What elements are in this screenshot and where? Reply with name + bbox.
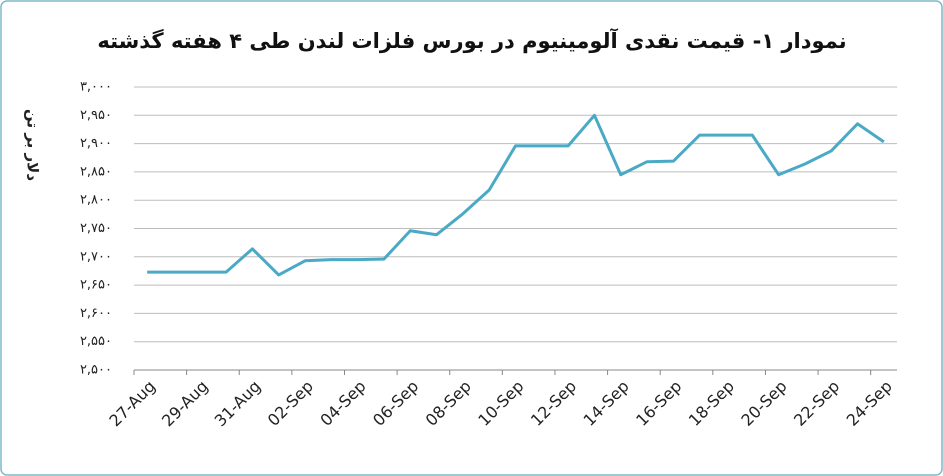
data-line [147, 113, 885, 277]
y-tick-label: ۲,۹۰۰ [80, 136, 112, 151]
y-tick-label: ۲,۸۰۰ [80, 193, 112, 208]
y-tick-label: ۲,۹۵۰ [80, 108, 112, 123]
y-tick-label: ۳,۰۰۰ [80, 80, 112, 95]
y-tick-label: ۲,۷۰۰ [80, 249, 112, 264]
y-tick-label: ۲,۶۵۰ [80, 278, 112, 293]
chart-title: نمودار ۱- قیمت نقدی آلومینیوم در بورس فل… [97, 28, 846, 53]
y-tick-label: ۲,۸۵۰ [80, 164, 112, 179]
y-tick-label: ۲,۷۵۰ [80, 221, 112, 236]
y-tick-label: ۲,۶۰۰ [80, 306, 112, 321]
y-tick-label: ۲,۵۰۰ [80, 363, 112, 378]
y-tick-label: ۲,۵۵۰ [80, 334, 112, 349]
y-axis-label: دلار بر تن [24, 109, 42, 181]
